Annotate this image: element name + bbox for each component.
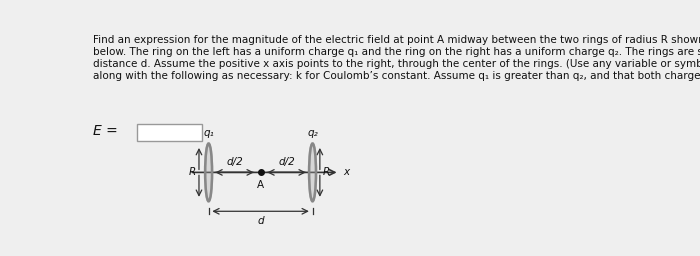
Text: R: R xyxy=(188,167,196,177)
Text: R: R xyxy=(323,167,330,177)
Bar xyxy=(137,124,202,141)
Text: distance d. Assume the positive x axis points to the right, through the center o: distance d. Assume the positive x axis p… xyxy=(93,59,700,69)
Text: x: x xyxy=(344,167,349,177)
Text: d/2: d/2 xyxy=(226,157,243,167)
Ellipse shape xyxy=(205,144,212,201)
Text: A: A xyxy=(257,180,264,190)
Ellipse shape xyxy=(309,144,316,201)
Text: q₂: q₂ xyxy=(307,128,318,138)
Text: d/2: d/2 xyxy=(278,157,295,167)
Text: E =: E = xyxy=(93,124,118,138)
Text: q₁: q₁ xyxy=(203,128,214,138)
Text: d: d xyxy=(258,216,264,226)
Text: along with the following as necessary: k for Coulomb’s constant. Assume q₁ is gr: along with the following as necessary: k… xyxy=(93,71,700,81)
Text: Find an expression for the magnitude of the electric field at point A midway bet: Find an expression for the magnitude of … xyxy=(93,35,700,45)
Text: below. The ring on the left has a uniform charge q₁ and the ring on the right ha: below. The ring on the left has a unifor… xyxy=(93,47,700,57)
